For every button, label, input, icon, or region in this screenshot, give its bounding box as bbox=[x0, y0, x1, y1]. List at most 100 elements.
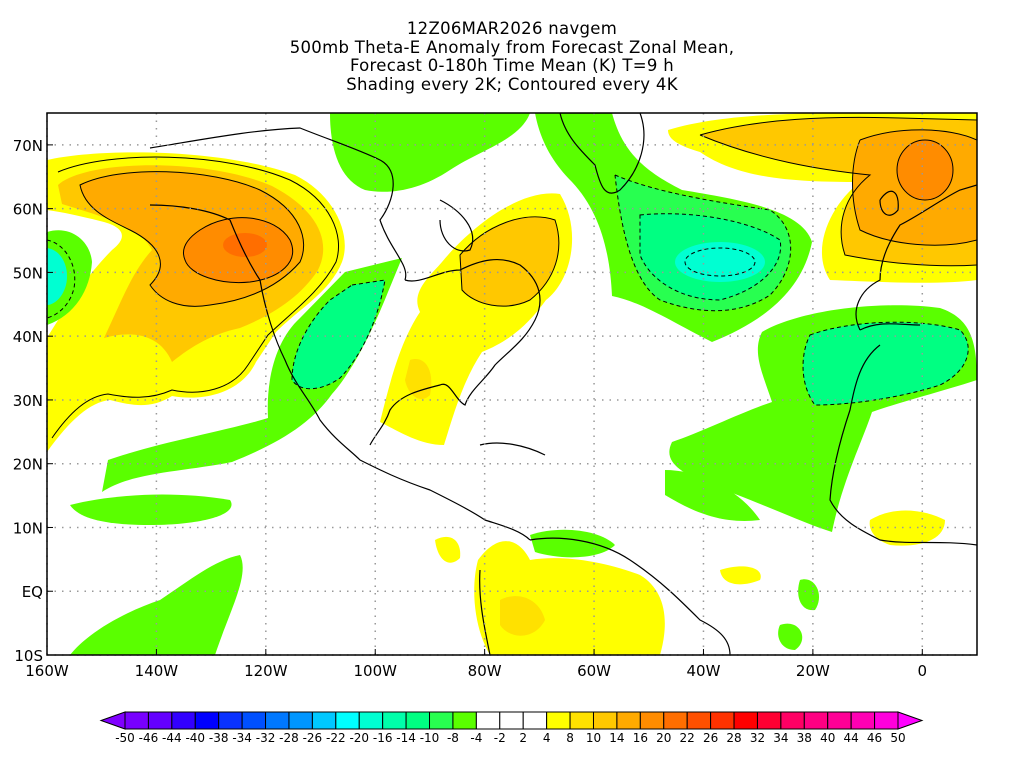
colorbar-swatch bbox=[452, 711, 477, 730]
colorbar-swatch bbox=[499, 711, 524, 730]
lon-tick-label: 140W bbox=[135, 662, 179, 680]
colorbar-swatch bbox=[850, 711, 876, 730]
cold-anomaly-south-atlantic bbox=[798, 579, 820, 611]
colorbar-swatch bbox=[522, 711, 548, 730]
colorbar-swatch bbox=[756, 711, 782, 730]
colorbar-label: 26 bbox=[703, 731, 718, 745]
contour-neg8k-atlantic bbox=[639, 213, 782, 301]
coastline-south-america bbox=[479, 537, 731, 655]
colorbar-swatch bbox=[592, 711, 618, 730]
colorbar-label: 32 bbox=[750, 731, 765, 745]
colorbar-label: 20 bbox=[656, 731, 671, 745]
contour-8k-pacific bbox=[79, 171, 305, 307]
colorbar-swatch bbox=[405, 711, 431, 730]
colorbar-swatch bbox=[827, 711, 852, 730]
colorbar-swatch bbox=[686, 711, 712, 730]
colorbar-swatch bbox=[335, 711, 360, 730]
cold-anomaly-tropical-pacific bbox=[70, 494, 232, 525]
contour-12k-europe bbox=[896, 139, 954, 201]
cold-anomaly-equatorial-atlantic bbox=[665, 470, 760, 521]
contour-12k-pacific bbox=[183, 217, 293, 284]
colorbar-label: -20 bbox=[349, 731, 369, 745]
colorbar-label: -28 bbox=[279, 731, 299, 745]
colorbar-label: -22 bbox=[326, 731, 346, 745]
colorbar-label: -8 bbox=[447, 731, 459, 745]
colorbar-swatch bbox=[874, 711, 899, 730]
lon-tick-label: 20W bbox=[796, 662, 830, 680]
colorbar-label: -40 bbox=[185, 731, 205, 745]
negative-contours bbox=[47, 174, 969, 406]
lon-tick-label: 100W bbox=[354, 662, 398, 680]
colorbar-label: 28 bbox=[726, 731, 741, 745]
cold-anomaly-caribbean bbox=[530, 529, 615, 558]
colorbar-high-arrow bbox=[897, 711, 924, 730]
coastline-hudson-bay bbox=[439, 199, 474, 252]
colorbar-label: -10 bbox=[420, 731, 440, 745]
colorbar-swatch bbox=[780, 711, 805, 730]
colorbar-swatch bbox=[475, 711, 501, 730]
coastline-africa bbox=[829, 344, 977, 546]
lat-tick-label: EQ bbox=[22, 583, 43, 601]
title-line-run: 12Z06MAR2026 navgem bbox=[406, 19, 618, 38]
colorbar-swatch bbox=[358, 711, 384, 730]
colorbar-label: 46 bbox=[867, 731, 882, 745]
lon-tick-label: 40W bbox=[687, 662, 721, 680]
title-line-shading: Shading every 2K; Contoured every 4K bbox=[346, 74, 678, 94]
coastline-britain bbox=[879, 190, 899, 216]
coastline-layer bbox=[149, 113, 977, 655]
coastline-north-america bbox=[149, 127, 541, 541]
contour-neg4k-atlantic bbox=[614, 174, 792, 312]
colorbar-swatch bbox=[311, 711, 337, 730]
coastline-europe bbox=[855, 184, 977, 331]
colorbar-label: -50 bbox=[115, 731, 135, 745]
colorbar-swatch bbox=[124, 711, 149, 730]
colorbar-label: -32 bbox=[256, 731, 276, 745]
colorbar-label: 2 bbox=[519, 731, 527, 745]
warm-anomaly-atlantic-small bbox=[720, 566, 761, 585]
colorbar-low-arrow bbox=[99, 711, 126, 730]
contour-neg4k-us-southwest bbox=[291, 279, 386, 390]
colorbar-swatch bbox=[569, 711, 594, 730]
lat-tick-label: 20N bbox=[13, 456, 43, 474]
contour-4k-europe bbox=[699, 116, 977, 267]
contour-neg4k-east-atlantic bbox=[802, 321, 969, 406]
contour-4k-pacific bbox=[51, 156, 340, 439]
title-line-variable: 500mb Theta-E Anomaly from Forecast Zona… bbox=[289, 37, 735, 57]
plot-title: 12Z06MAR2026 navgem 500mb Theta-E Anomal… bbox=[0, 19, 1024, 94]
lat-tick-label: 70N bbox=[13, 137, 43, 155]
warm-anomaly-europe-core bbox=[897, 140, 953, 200]
contour-4k-eastern-canada bbox=[459, 216, 560, 307]
lon-tick-label: 160W bbox=[25, 662, 69, 680]
lon-tick-label: 120W bbox=[244, 662, 288, 680]
lat-tick-label: 30N bbox=[13, 392, 43, 410]
coastline-greenland bbox=[559, 113, 645, 194]
colorbar-label: 44 bbox=[844, 731, 859, 745]
colorbar-swatch bbox=[546, 711, 571, 730]
colorbar-swatch bbox=[710, 711, 735, 730]
title-line-forecast: Forecast 0-180h Time Mean (K) T=9 h bbox=[349, 56, 675, 75]
colorbar-label: -38 bbox=[209, 731, 229, 745]
colorbar-label: -14 bbox=[396, 731, 416, 745]
cold-anomaly-west-pacific-core bbox=[47, 248, 68, 305]
colorbar-swatch bbox=[218, 711, 243, 730]
colorbar-swatch bbox=[194, 711, 220, 730]
lat-tick-label: 10S bbox=[14, 647, 43, 665]
colorbar-label: 34 bbox=[773, 731, 788, 745]
colorbar-label: -44 bbox=[162, 731, 182, 745]
warm-anomaly-west-africa bbox=[869, 510, 945, 546]
warm-anomaly-mexico-pacific bbox=[435, 536, 461, 563]
colorbar-label: -34 bbox=[232, 731, 252, 745]
cold-anomaly-south-atlantic-2 bbox=[778, 623, 803, 650]
colorbar-label: 16 bbox=[633, 731, 648, 745]
lon-tick-label: 60W bbox=[577, 662, 611, 680]
cold-anomaly-us-southwest-10k bbox=[292, 280, 385, 389]
colorbar-swatch bbox=[803, 711, 829, 730]
contour-neg4k-west-pacific bbox=[47, 239, 76, 319]
colorbar-label: -2 bbox=[494, 731, 506, 745]
colorbar-swatch bbox=[616, 711, 641, 730]
colorbar-swatch bbox=[288, 711, 313, 730]
colorbar-swatch bbox=[147, 711, 173, 730]
shading-layer bbox=[47, 113, 977, 655]
colorbar-swatch bbox=[382, 711, 407, 730]
